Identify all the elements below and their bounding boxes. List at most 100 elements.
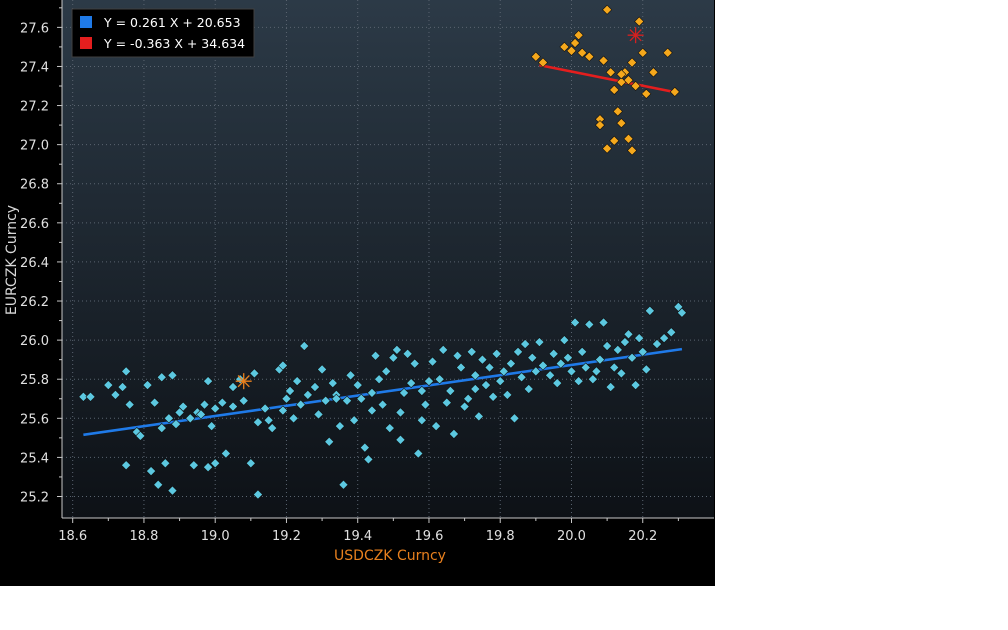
data-point-series-1	[570, 317, 581, 328]
data-point-series-1	[537, 360, 549, 371]
data-point-series-2	[577, 47, 588, 58]
data-point-series-1	[438, 344, 449, 355]
data-point-series-1	[459, 401, 470, 412]
data-point-series-1	[477, 354, 488, 365]
data-point-series-1	[562, 352, 573, 363]
data-point-series-1	[406, 378, 417, 389]
data-point-series-2	[627, 57, 638, 68]
data-point-series-1	[602, 340, 613, 352]
data-point-series-1	[402, 348, 413, 359]
data-point-series-1	[484, 362, 495, 373]
data-point-series-2	[605, 67, 616, 78]
data-point-series-1	[409, 358, 420, 369]
data-point-series-2	[612, 106, 623, 117]
data-point-series-1	[103, 380, 114, 391]
data-point-series-1	[153, 479, 164, 490]
data-point-series-1	[473, 411, 484, 422]
data-point-series-1	[281, 393, 292, 404]
data-point-series-1	[509, 413, 520, 424]
data-point-series-2	[594, 120, 606, 131]
data-point-series-1	[505, 358, 516, 369]
data-point-series-1	[470, 370, 481, 381]
data-point-series-1	[117, 382, 128, 393]
x-tick-label: 19.0	[201, 529, 230, 544]
data-point-series-1	[167, 370, 178, 381]
data-point-series-1	[527, 352, 538, 363]
data-point-series-1	[391, 344, 402, 355]
data-point-series-1	[252, 417, 263, 428]
data-point-series-1	[520, 339, 531, 350]
data-point-series-1	[534, 337, 545, 348]
data-point-series-1	[651, 339, 663, 350]
data-point-series-1	[559, 335, 570, 346]
x-tick-label: 19.2	[272, 529, 301, 544]
data-point-series-1	[203, 462, 214, 473]
data-point-series-1	[324, 436, 335, 447]
data-point-series-1	[659, 333, 670, 344]
y-tick-label: 25.6	[20, 412, 49, 427]
data-point-series-1	[395, 407, 406, 418]
data-point-series-1	[363, 454, 374, 465]
data-point-series-2	[609, 84, 620, 95]
data-point-series-1	[591, 366, 602, 377]
data-point-series-1	[441, 397, 452, 408]
data-point-series-1	[491, 348, 502, 359]
data-point-series-1	[427, 356, 438, 367]
data-point-series-1	[580, 362, 591, 373]
data-point-series-1	[267, 423, 278, 434]
data-point-series-1	[416, 415, 427, 426]
data-point-series-1	[445, 385, 456, 396]
data-point-series-2	[627, 145, 638, 156]
x-tick-label: 20.0	[557, 529, 586, 544]
data-point-series-1	[249, 368, 260, 379]
data-point-series-2	[637, 47, 648, 58]
data-point-series-1	[188, 460, 199, 471]
data-point-series-1	[288, 413, 299, 424]
data-point-series-1	[623, 329, 634, 340]
fit-line-series-2	[539, 63, 676, 94]
data-point-series-1	[210, 403, 221, 414]
x-axis-label: USDCZK Curncy	[334, 548, 446, 564]
fit-line-series-1	[83, 347, 683, 437]
legend-swatch-2	[80, 37, 92, 49]
data-point-series-1	[456, 362, 467, 373]
data-point-series-1	[78, 391, 89, 402]
data-point-series-1	[377, 399, 388, 410]
data-point-series-1	[352, 380, 363, 391]
data-point-series-1	[463, 393, 474, 404]
data-point-series-1	[513, 346, 524, 357]
data-point-series-1	[431, 421, 442, 432]
data-point-series-1	[295, 399, 306, 410]
data-point-series-2	[602, 4, 613, 15]
data-point-series-1	[309, 382, 320, 393]
data-point-series-2	[598, 55, 609, 66]
latest-point-star-series-2	[627, 27, 644, 44]
data-points	[78, 4, 687, 500]
data-point-series-1	[370, 350, 381, 361]
data-point-series-1	[245, 458, 256, 469]
data-point-series-1	[170, 419, 182, 430]
data-point-series-1	[342, 395, 353, 406]
data-point-series-1	[227, 401, 239, 412]
data-point-series-1	[121, 366, 132, 377]
data-point-series-1	[320, 395, 331, 406]
data-point-series-1	[149, 397, 160, 408]
data-point-series-1	[263, 415, 274, 426]
data-point-series-1	[434, 374, 445, 385]
data-point-series-1	[627, 352, 638, 363]
data-point-series-1	[545, 370, 556, 381]
data-point-series-1	[498, 366, 509, 377]
data-point-series-1	[420, 399, 431, 410]
y-tick-label: 26.0	[20, 334, 49, 349]
data-point-series-2	[662, 47, 673, 58]
data-point-series-2	[570, 37, 581, 49]
y-tick-label: 27.0	[20, 139, 49, 154]
y-tick-label: 27.6	[20, 21, 49, 36]
data-point-series-1	[356, 393, 367, 404]
data-point-series-1	[555, 358, 566, 369]
legend: Y = 0.261 X + 20.653 Y = -0.363 X + 34.6…	[71, 8, 255, 58]
data-point-series-1	[331, 393, 342, 404]
x-tick-label: 20.2	[628, 529, 657, 544]
data-point-series-1	[416, 385, 427, 396]
y-tick-label: 27.2	[20, 100, 49, 115]
